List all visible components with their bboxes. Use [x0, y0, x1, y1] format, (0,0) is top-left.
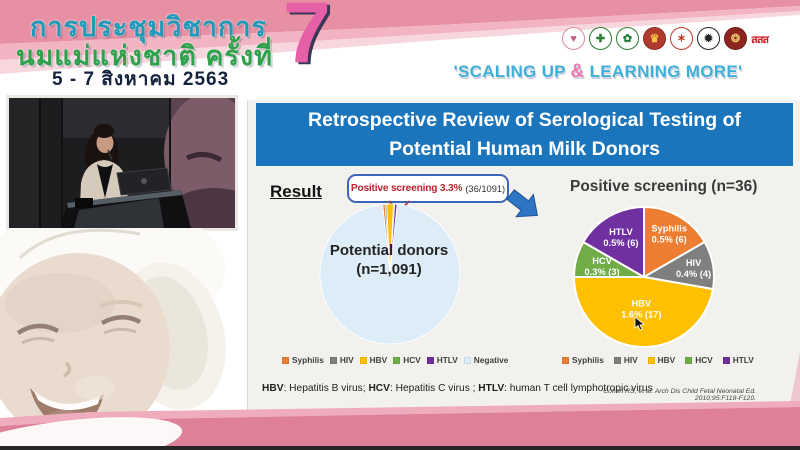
university-black-seal-logo: ✹	[697, 27, 720, 50]
royal-college-crest-logo: ♛	[643, 27, 666, 50]
legend-marker	[685, 356, 693, 364]
conference-date: 5 - 7 สิงหาคม 2563	[52, 69, 230, 90]
right-pie-legend: Syphilis HIV HBV HCV HTLV	[562, 355, 754, 365]
slide-title-line2: Potential Human Milk Donors	[389, 137, 660, 160]
legend-marker	[463, 356, 471, 364]
legend-item-hcv: HCV	[393, 355, 421, 365]
pie-slice-negative	[319, 203, 461, 345]
pie-slice-label-hiv: HIV 0.4% (4)	[676, 258, 711, 279]
legend-item-hcv: HCV	[685, 355, 713, 365]
dark-red-seal-logo: ❂	[724, 27, 747, 50]
left-pie-legend: Syphilis HIV HBV HCV HTLV Negative	[282, 355, 508, 365]
pie-slice-label-hbv: HBV 1.6% (17)	[621, 298, 661, 319]
breastfeeding-foundation-logo: ♥	[562, 27, 585, 50]
presenter-video-feed	[6, 95, 238, 231]
legend-marker	[393, 356, 401, 364]
presentation-slide: Retrospective Review of Serological Test…	[247, 100, 800, 420]
legend-item-hiv: HIV	[613, 355, 638, 365]
legend-item-syphilis: Syphilis	[282, 355, 324, 365]
conference-title-line1: การประชุมวิชาการ	[30, 12, 267, 42]
potential-donors-label: Potential donors (n=1,091)	[329, 242, 449, 278]
conference-header: การประชุมวิชาการ นมแม่แห่งชาติ ครั้งที่ …	[0, 0, 800, 95]
legend-marker	[647, 356, 655, 364]
legend-marker	[329, 356, 337, 364]
slide-title-banner: Retrospective Review of Serological Test…	[256, 103, 793, 166]
legend-marker	[426, 356, 434, 364]
edition-number: 7	[283, 0, 331, 81]
reference-citation: Cohen RS, et al. Arch Dis Child Fetal Ne…	[603, 388, 756, 402]
legend-marker	[282, 356, 289, 364]
health-department-green-seal-logo: ✚	[589, 27, 612, 50]
header-pink-stripes-graphic	[0, 0, 800, 95]
legend-marker	[562, 356, 569, 364]
result-heading: Result	[270, 182, 322, 201]
slogan-part1: 'SCALING UP	[453, 62, 571, 81]
pie-slice-label-syphilis: Syphilis 0.5% (6)	[651, 223, 687, 244]
slogan-ampersand: &	[570, 61, 585, 82]
legend-item-hbv: HBV	[647, 355, 675, 365]
legend-marker	[722, 356, 730, 364]
pie-slice-hbv	[573, 276, 714, 349]
conference-title-line2: นมแม่แห่งชาติ ครั้งที่	[16, 41, 273, 71]
positive-screening-callout: Positive screening 3.3% (36/1091)	[347, 174, 509, 203]
positive-screening-pie-title: Positive screening (n=36)	[570, 178, 758, 195]
blue-arrow-icon	[506, 189, 538, 218]
slogan-part2: LEARNING MORE'	[584, 62, 743, 81]
mouse-cursor-icon	[634, 316, 645, 331]
right-edge-pink-wedge	[788, 352, 800, 415]
callout-detail: (36/1091)	[465, 183, 506, 194]
podium	[61, 167, 191, 228]
virus-abbreviation-footnote: HBV: Hepatitis B virus; HCV: Hepatitis C…	[262, 383, 653, 394]
legend-item-syphilis: Syphilis	[562, 355, 604, 365]
callout-highlight: Positive screening 3.3%	[350, 183, 463, 194]
background-baby-photo	[0, 228, 226, 423]
legend-item-negative: Negative	[463, 355, 508, 365]
legend-marker	[359, 356, 367, 364]
conference-slogan: 'SCALING UP & LEARNING MORE'	[400, 61, 796, 83]
pie-slice-label-hcv: HCV 0.3% (3)	[585, 256, 620, 277]
legend-item-hbv: HBV	[359, 355, 387, 365]
organizer-logos-row: ♥ ✚ ✿ ♛ ✶ ✹ ❂ สสส	[562, 27, 769, 50]
legend-item-hiv: HIV	[329, 355, 354, 365]
legend-marker	[613, 356, 621, 364]
thaihealth-logo: สสส	[751, 33, 769, 46]
legend-item-htlv: HTLV	[722, 355, 754, 365]
pie-slice-syphilis	[643, 206, 706, 278]
positive-screening-pie-chart: Syphilis 0.5% (6)HIV 0.4% (4)HBV 1.6% (17)H…	[573, 206, 716, 349]
public-health-green-seal-logo: ✿	[616, 27, 639, 50]
slide-title-line1: Retrospective Review of Serological Test…	[307, 109, 742, 132]
presenter-video-scene	[9, 98, 235, 228]
pie-slice-label-htlv: HTLV 0.5% (6)	[603, 227, 638, 248]
pie-slice-htlv	[582, 206, 645, 278]
legend-item-htlv: HTLV	[426, 355, 458, 365]
potential-donors-pie-chart	[319, 203, 461, 345]
pediatric-society-crest-logo: ✶	[670, 27, 693, 50]
bottom-dark-strip	[0, 446, 800, 450]
